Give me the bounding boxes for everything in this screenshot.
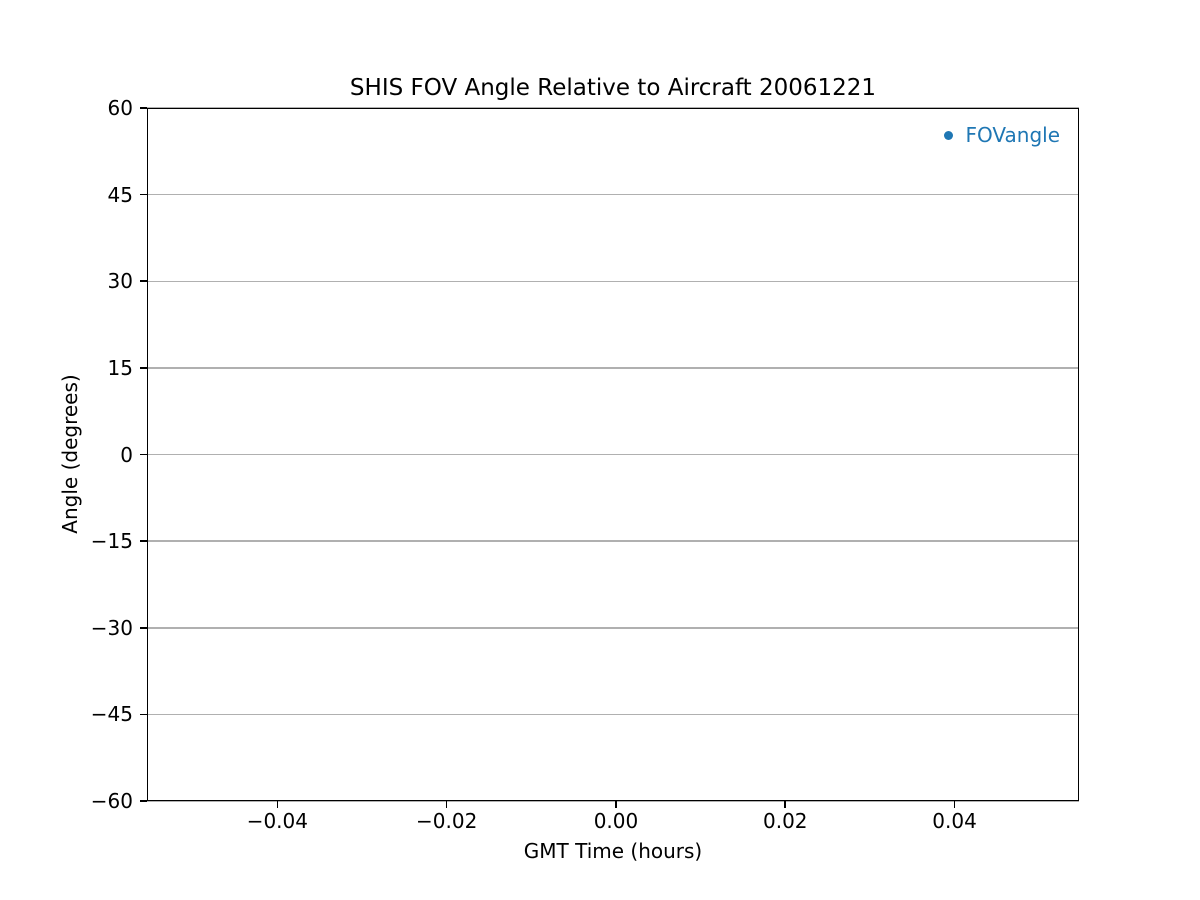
y-tick-mark [140,713,147,716]
y-tick-mark [140,800,147,802]
x-tick-mark [615,801,617,808]
x-tick-mark [784,801,787,808]
x-tick-mark [276,801,279,808]
legend: FOVangle [944,123,1060,147]
y-gridline [147,193,1079,196]
y-tick-label: 15 [107,355,133,380]
y-gridline [147,627,1079,629]
y-tick-label: −15 [90,529,133,554]
y-tick-label: −45 [90,702,133,727]
y-tick-mark [140,280,147,283]
y-tick-mark [140,626,147,629]
legend-label: FOVangle [965,123,1060,147]
x-tick-mark [445,801,448,808]
y-tick-mark [140,540,147,542]
x-tick-label: 0.04 [932,809,977,833]
y-gridline [147,713,1079,716]
y-tick-mark [140,107,147,109]
y-gridline [147,280,1079,282]
y-tick-label: −30 [90,615,133,640]
y-tick-label: −60 [90,789,133,813]
chart-title: SHIS FOV Angle Relative to Aircraft 2006… [349,75,877,101]
y-tick-mark [140,193,147,196]
y-tick-label: 60 [107,96,133,120]
y-gridline [147,453,1079,456]
x-tick-label: −0.02 [416,809,478,833]
y-gridline [147,540,1079,542]
y-tick-label: 0 [120,442,133,467]
x-tick-label: −0.04 [246,809,308,833]
y-tick-label: 45 [107,182,133,207]
y-tick-mark [140,367,147,369]
x-tick-label: 0.00 [593,809,639,833]
y-gridline [147,367,1079,369]
y-tick-mark [140,453,147,456]
legend-marker-dot-icon [944,130,954,140]
plot-area: FOVangle [147,108,1079,801]
x-axis-label: GMT Time (hours) [523,839,703,863]
y-gridline [147,800,1079,802]
x-tick-mark [953,801,956,808]
x-tick-label: 0.02 [762,809,808,833]
y-tick-label: 30 [107,269,133,294]
